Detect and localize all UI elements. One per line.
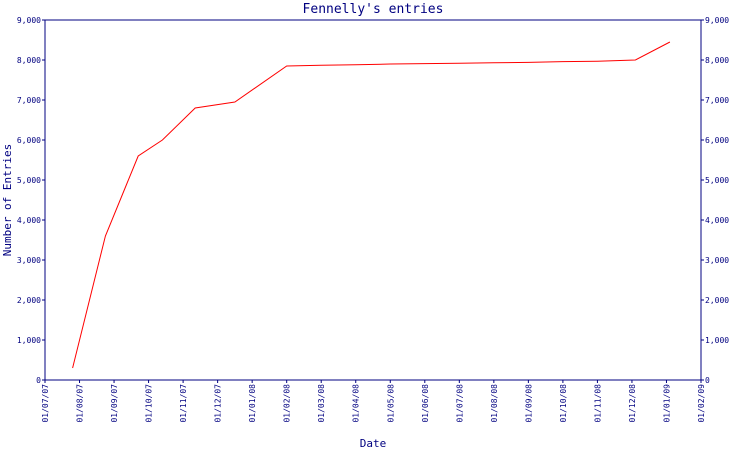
y-axis-left: 0 1,000 2,000 3,000 4,000 5,000 6,000 7,000 8,00… xyxy=(17,16,45,385)
x-tick-label: 01/07/08 xyxy=(455,384,464,423)
y-tick-label: 6,000 xyxy=(17,136,41,145)
y-tick-label: 4,000 xyxy=(17,216,41,225)
x-tick-label: 01/12/08 xyxy=(628,384,637,423)
x-tick-label: 01/08/07 xyxy=(76,384,85,423)
x-tick-label: 01/05/08 xyxy=(386,384,395,423)
plot-border xyxy=(44,19,702,381)
x-tick-label: 01/01/08 xyxy=(248,384,257,423)
y-tick-label: 9,000 xyxy=(17,16,41,25)
y-tick-label-right: 5,000 xyxy=(705,176,729,185)
y-tick-label-right: 7,000 xyxy=(705,96,729,105)
y-tick-label: 8,000 xyxy=(17,56,41,65)
y-tick-label-right: 9,000 xyxy=(705,16,729,25)
x-tick-label: 01/02/09 xyxy=(697,384,706,423)
y-tick-label-right: 2,000 xyxy=(705,296,729,305)
y-tick-label: 7,000 xyxy=(17,96,41,105)
y-axis-right: 0 1,000 2,000 3,000 4,000 5,000 6,000 7,000 8,00… xyxy=(701,16,729,385)
plot-area xyxy=(44,19,702,381)
x-tick-label: 01/06/08 xyxy=(421,384,430,423)
x-tick-label: 01/07/07 xyxy=(41,384,50,423)
y-tick-label-right: 8,000 xyxy=(705,56,729,65)
series-group xyxy=(72,41,671,369)
y-tick-label: 2,000 xyxy=(17,296,41,305)
y-axis-label: Number of Entries xyxy=(1,144,14,257)
x-tick-label: 01/01/09 xyxy=(662,384,671,423)
x-tick-label: 01/04/08 xyxy=(352,384,361,423)
chart-title: Fennelly's entries xyxy=(303,2,444,17)
x-tick-label: 01/09/08 xyxy=(524,384,533,423)
y-tick-label-right: 4,000 xyxy=(705,216,729,225)
x-axis-label: Date xyxy=(360,437,387,450)
x-tick-label: 01/03/08 xyxy=(317,384,326,423)
series-line xyxy=(72,41,671,369)
x-tick-label: 01/02/08 xyxy=(283,384,292,423)
x-tick-label: 01/08/08 xyxy=(490,384,499,423)
y-tick-label-right: 1,000 xyxy=(705,336,729,345)
y-tick-label: 1,000 xyxy=(17,336,41,345)
x-tick-label: 01/11/08 xyxy=(593,384,602,423)
y-tick-label: 0 xyxy=(36,376,41,385)
x-tick-label: 01/11/07 xyxy=(179,384,188,423)
y-tick-label-right: 6,000 xyxy=(705,136,729,145)
x-tick-label: 01/10/08 xyxy=(559,384,568,423)
x-tick-label: 01/09/07 xyxy=(110,384,119,423)
x-axis: 01/07/07 01/08/07 01/09/07 01/10/07 01/11/07… xyxy=(41,380,706,423)
y-tick-label-right: 3,000 xyxy=(705,256,729,265)
x-tick-label: 01/12/07 xyxy=(214,384,223,423)
x-tick-label: 01/10/07 xyxy=(145,384,154,423)
y-tick-label: 5,000 xyxy=(17,176,41,185)
y-tick-label-right: 0 xyxy=(705,376,710,385)
y-tick-label: 3,000 xyxy=(17,256,41,265)
